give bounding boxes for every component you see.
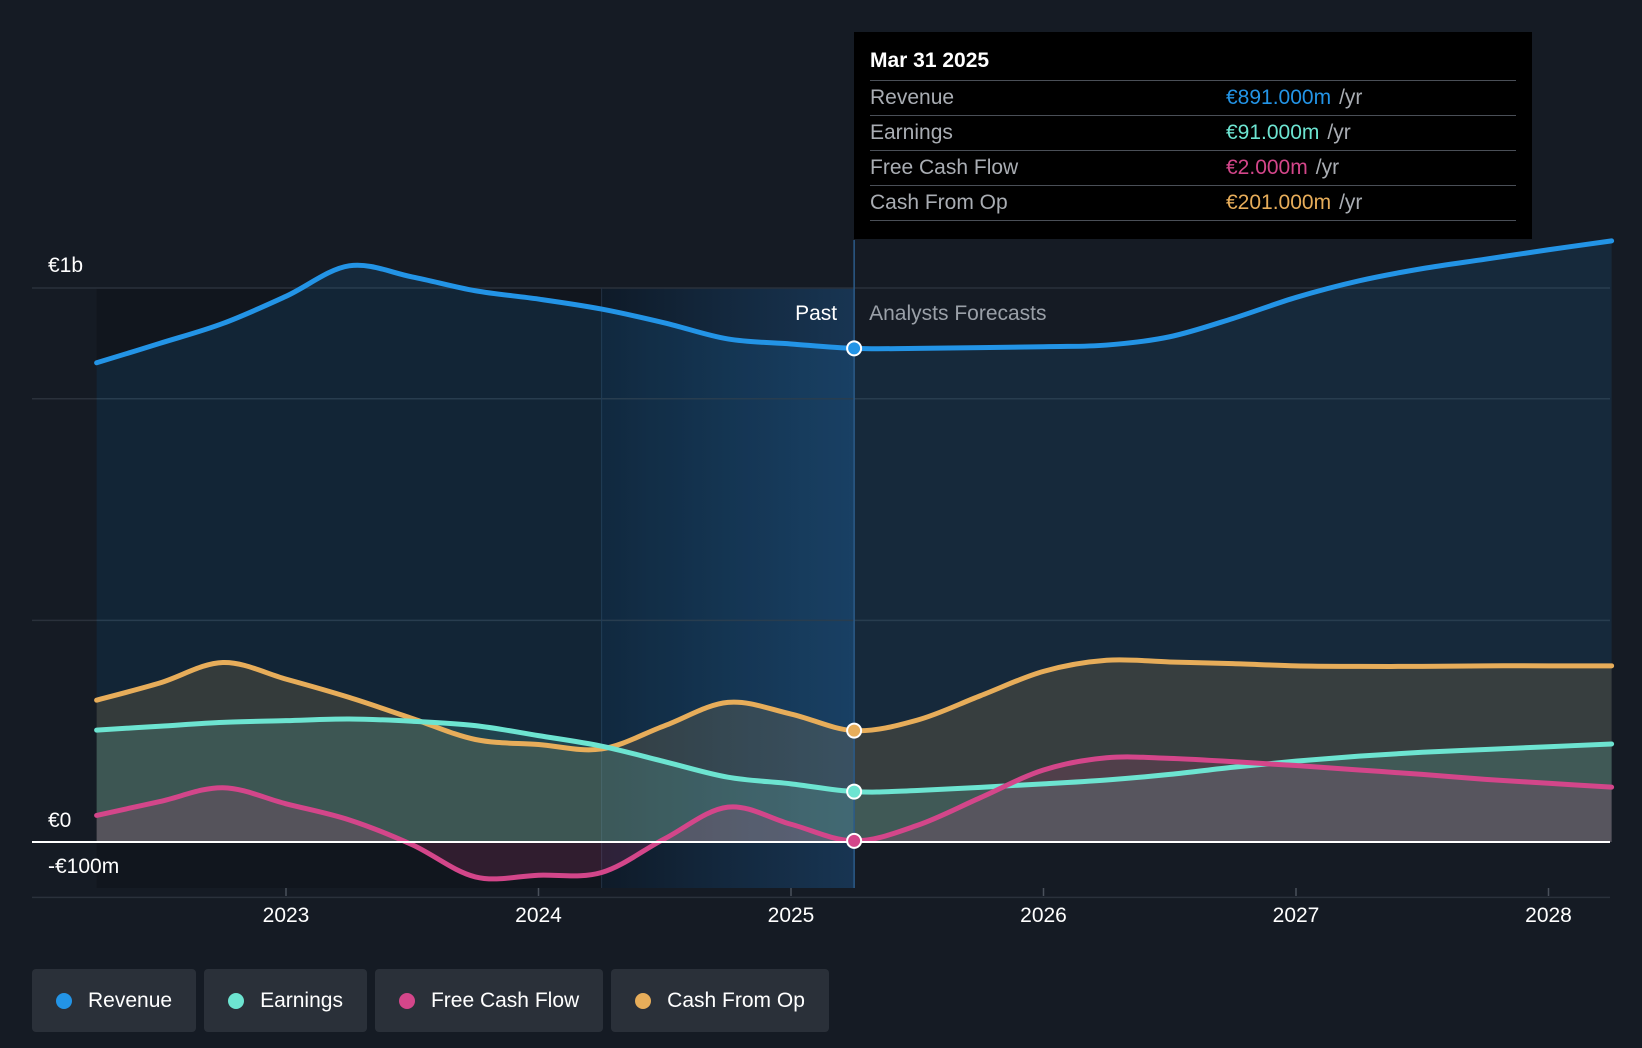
legend-label: Free Cash Flow [430, 988, 580, 1012]
earnings-dot-icon [228, 992, 245, 1009]
legend-item-cash-from-op[interactable]: Cash From Op [611, 969, 829, 1032]
tooltip-unit: /yr [1339, 86, 1363, 109]
tooltip-row-free-cash-flow: Free Cash Flow €2.000m /yr [870, 150, 1516, 185]
highlight-markers [846, 340, 863, 849]
y-label-top: €1b [48, 254, 83, 277]
x-tick-label: 2025 [768, 904, 815, 927]
y-label-zero: €0 [48, 809, 71, 832]
cash-from-op-dot-icon [635, 992, 652, 1009]
x-tick-label: 2023 [263, 904, 310, 927]
tooltip-row-earnings: Earnings €91.000m /yr [870, 115, 1516, 150]
legend-label: Earnings [260, 988, 343, 1012]
free-cash-flow-line [94, 754, 1615, 882]
tooltip-unit: /yr [1339, 191, 1363, 214]
earnings-area [96, 719, 1612, 842]
series-lines [94, 238, 1615, 882]
cash-from-op-line [94, 657, 1615, 753]
tooltip-date: Mar 31 2025 [870, 49, 990, 72]
tooltip-unit: /yr [1315, 156, 1340, 179]
legend-item-revenue[interactable]: Revenue [32, 969, 197, 1032]
legend-label: Cash From Op [667, 988, 805, 1012]
gridlines [32, 287, 1610, 899]
x-axis-ticks: 2023 2024 2025 2026 2027 2028 [263, 888, 1572, 927]
legend-item-earnings[interactable]: Earnings [204, 969, 367, 1032]
tooltip-label: Revenue [870, 86, 955, 109]
earnings-line [94, 716, 1615, 795]
legend-item-free-cash-flow[interactable]: Free Cash Flow [374, 969, 604, 1032]
earnings-highlight-point [846, 783, 863, 800]
legend-label: Revenue [88, 988, 173, 1012]
x-tick-label: 2026 [1020, 904, 1067, 927]
tooltip-value: €91.000m [1226, 121, 1320, 144]
revenue-highlight-point [846, 340, 863, 357]
past-label: Past [795, 302, 837, 325]
x-tick-label: 2024 [515, 904, 562, 927]
revenue-line [94, 238, 1615, 366]
tooltip-label: Cash From Op [870, 191, 1008, 214]
x-tick-label: 2027 [1273, 904, 1320, 927]
free-cash-flow-dot-icon [398, 992, 415, 1009]
cash-from-op-highlight-point [846, 722, 863, 739]
revenue-dot-icon [56, 992, 72, 1009]
tooltip-value: €2.000m [1226, 156, 1308, 179]
forecast-label: Analysts Forecasts [869, 302, 1046, 325]
free-cash-flow-highlight-point [846, 832, 863, 849]
past-region [96, 288, 602, 888]
tooltip-row-cash-from-op: Cash From Op €201.000m /yr [870, 185, 1516, 221]
tooltip-label: Free Cash Flow [870, 156, 1019, 179]
tooltip-unit: /yr [1327, 121, 1351, 144]
y-label-bottom: -€100m [48, 855, 119, 878]
free-cash-flow-area [96, 756, 1612, 879]
legend: Revenue Earnings Free Cash Flow Cash Fro… [32, 969, 829, 1032]
tooltip-value: €201.000m [1226, 191, 1332, 214]
x-tick-label: 2028 [1525, 904, 1572, 927]
tooltip-row-revenue: Revenue €891.000m /yr [870, 80, 1516, 115]
tooltip-value: €891.000m [1226, 86, 1332, 109]
tooltip: Mar 31 2025 Revenue €891.000m /yr Earnin… [854, 32, 1532, 239]
tooltip-label: Earnings [870, 121, 953, 144]
